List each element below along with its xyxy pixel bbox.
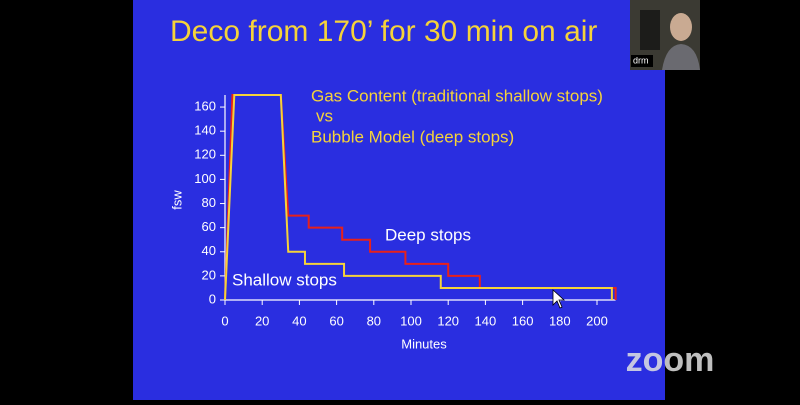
y-tick-label: 120 — [194, 147, 216, 162]
subtitle: Bubble Model (deep stops) — [311, 127, 514, 146]
x-tick-label: 20 — [255, 313, 269, 328]
cursor — [552, 289, 566, 309]
y-tick-label: 60 — [202, 219, 216, 234]
x-tick-label: 40 — [292, 313, 306, 328]
series-line — [224, 94, 613, 301]
y-axis-label: fsw — [169, 190, 184, 210]
x-tick-label: 100 — [400, 313, 422, 328]
series-label: Deep stops — [385, 225, 471, 244]
y-tick-label: 140 — [194, 123, 216, 138]
x-tick-label: 140 — [475, 313, 497, 328]
webcam-body — [662, 44, 700, 70]
webcam-face — [670, 13, 692, 41]
slide-title: Deco from 170’ for 30 min on air — [170, 15, 597, 48]
name-badge — [631, 55, 653, 67]
y-tick-label: 160 — [194, 98, 216, 113]
subtitle: Gas Content (traditional shallow stops) — [311, 86, 603, 105]
x-tick-label: 60 — [329, 313, 343, 328]
subtitle: vs — [316, 106, 333, 125]
x-tick-label: 160 — [512, 313, 534, 328]
x-tick-label: 0 — [221, 313, 228, 328]
zoom-logo: zoom — [626, 341, 715, 379]
series-line — [224, 94, 617, 301]
x-tick-label: 120 — [437, 313, 459, 328]
x-tick-label: 80 — [367, 313, 381, 328]
slide — [133, 0, 665, 400]
plot: 0 20 40 60 80 100 120 140 160 0 20 40 60 80 100 120 140 1… — [194, 94, 617, 328]
webcam: drm — [630, 0, 700, 70]
participant-name: drm — [633, 55, 649, 65]
y-tick-label: 80 — [202, 195, 216, 210]
y-tick-label: 0 — [209, 291, 216, 306]
x-axis-label: Minutes — [401, 336, 447, 351]
webcam-bg — [640, 10, 660, 50]
x-tick-label: 180 — [549, 313, 571, 328]
x-tick-label: 200 — [586, 313, 608, 328]
y-tick-label: 100 — [194, 171, 216, 186]
series-label: Shallow stops — [232, 270, 337, 289]
y-tick-label: 40 — [202, 243, 216, 258]
y-tick-label: 20 — [202, 267, 216, 282]
